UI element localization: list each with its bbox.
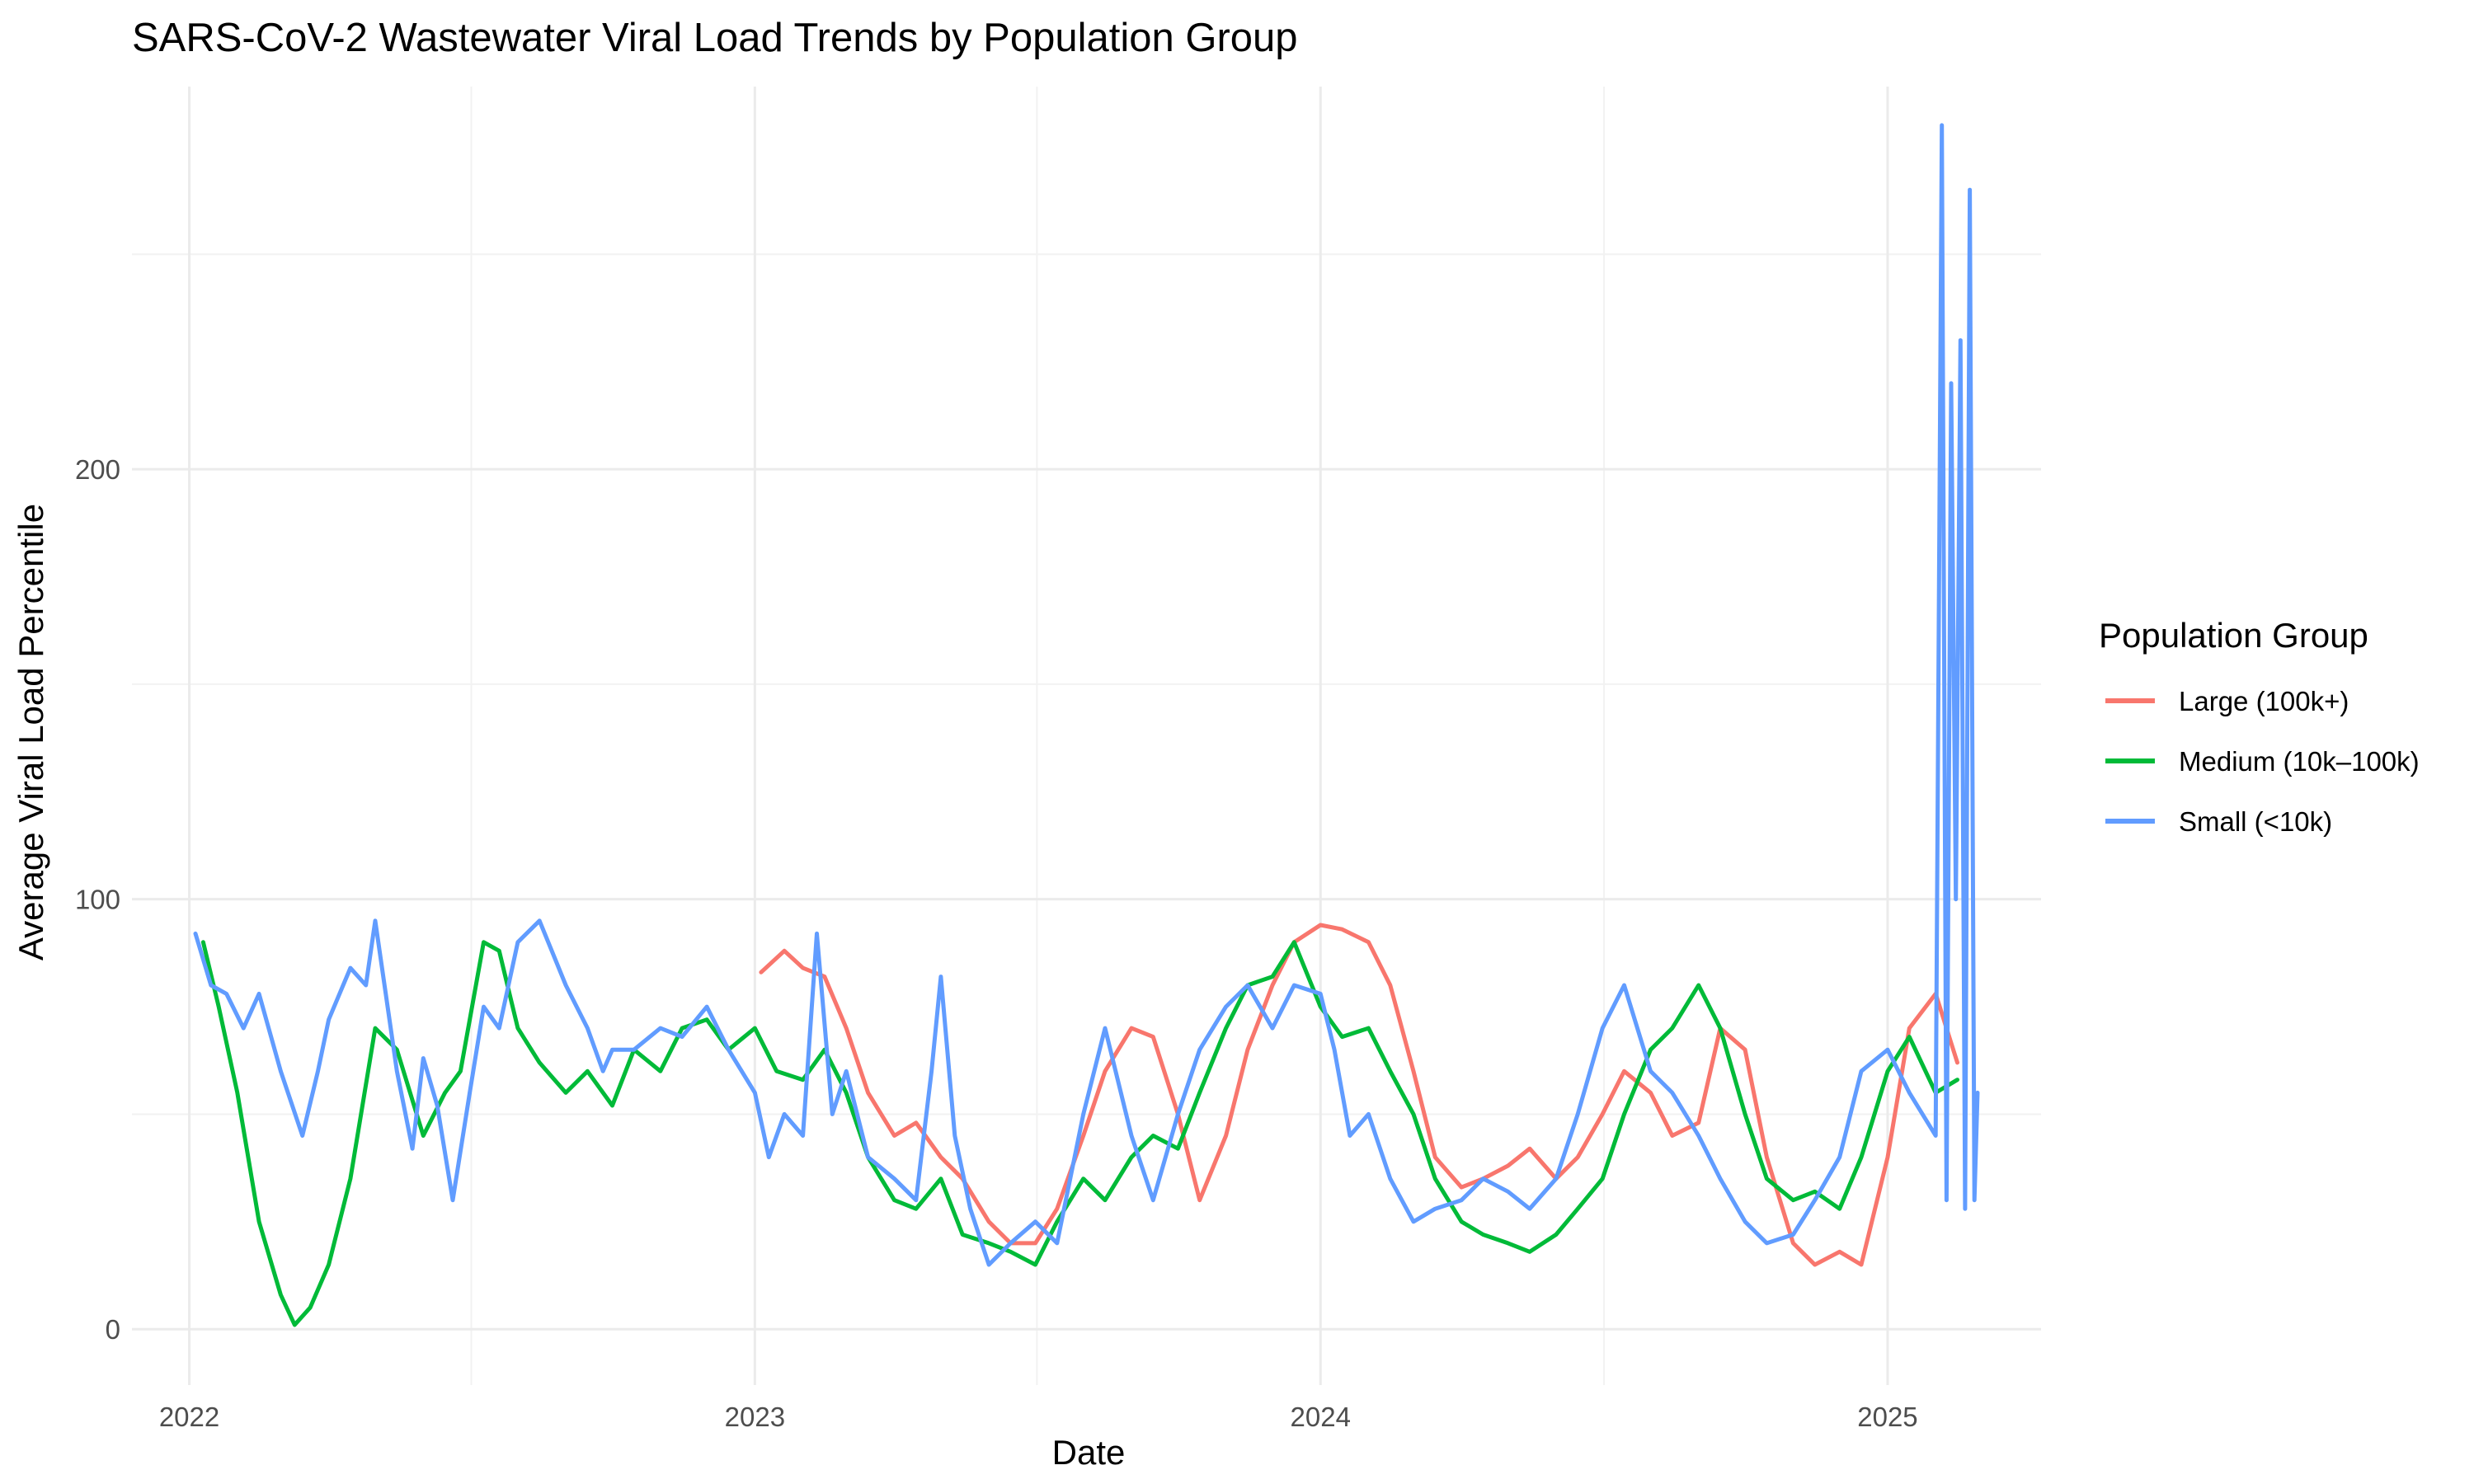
series-line-2 (193, 123, 1980, 1267)
y-axis-ticks: 0 100 200 (75, 454, 120, 1345)
y-axis-title: Average Viral Load Percentile (12, 504, 50, 960)
series-line-0 (759, 923, 1959, 1267)
x-axis-ticks: 2022 2023 2024 2025 (159, 1402, 1918, 1432)
grid-lines (132, 87, 2041, 1385)
chart-title: SARS-CoV-2 Wastewater Viral Load Trends … (132, 16, 1298, 60)
y-tick-label: 100 (75, 885, 120, 915)
legend: Population Group Large (100k+) Medium (10… (2099, 616, 2420, 837)
x-tick-label: 2023 (725, 1402, 785, 1432)
legend-label-0: Large (100k+) (2179, 686, 2349, 716)
series-line-1 (200, 940, 1959, 1327)
x-tick-label: 2024 (1291, 1402, 1351, 1432)
legend-title: Population Group (2099, 616, 2368, 655)
legend-label-1: Medium (10k–100k) (2179, 746, 2420, 777)
x-axis-title: Date (1052, 1433, 1126, 1472)
x-tick-label: 2025 (1857, 1402, 1917, 1432)
x-tick-label: 2022 (159, 1402, 219, 1432)
legend-label-2: Small (<10k) (2179, 806, 2332, 837)
y-tick-label: 200 (75, 454, 120, 485)
series-lines (193, 123, 1980, 1327)
y-tick-label: 0 (106, 1314, 120, 1345)
